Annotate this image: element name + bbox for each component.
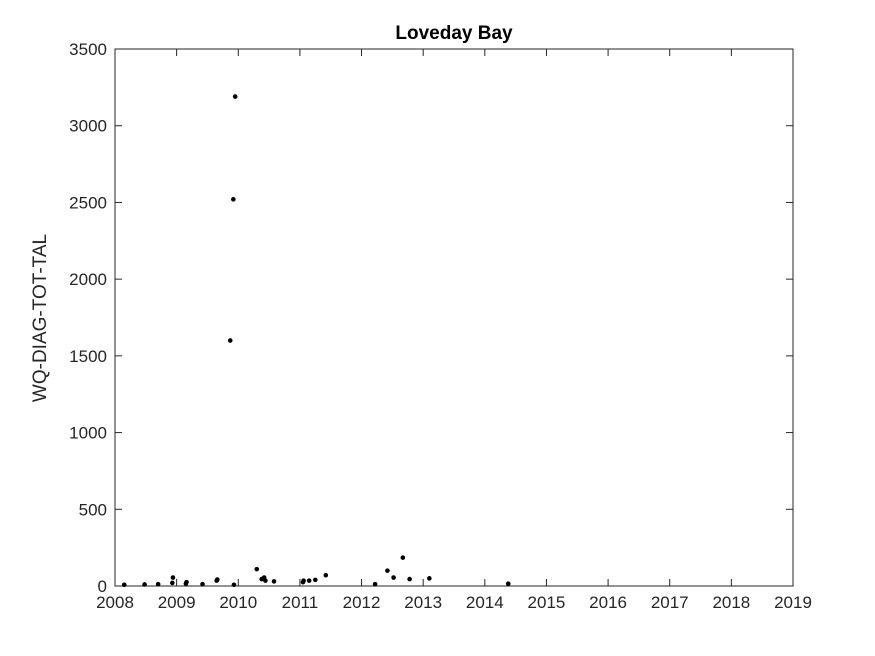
data-point [184,579,189,585]
data-point [400,555,406,560]
data-point [313,577,318,583]
data-point [427,576,432,581]
x-tick-label: 2008 [96,593,134,612]
y-tick-label: 0 [98,577,107,596]
data-points [121,94,511,588]
x-axis: 2008 2009 2010 2011 2012 2013 2014 2015 2016 2017… [96,49,812,612]
x-tick-label: 2017 [651,593,689,612]
data-point [323,572,329,578]
data-point [121,582,127,588]
x-tick-label: 2016 [589,593,627,612]
x-tick-label: 2018 [712,593,750,612]
plot-area [114,48,794,587]
data-point [170,580,175,586]
data-point [385,568,390,573]
y-tick-label: 3500 [69,40,107,59]
y-axis: 0 500 1000 1500 2000 2500 3000 3500 [69,40,793,596]
y-tick-label: 3000 [69,117,107,136]
data-point [254,566,260,572]
y-tick-label: 500 [79,500,107,519]
y-tick-label: 1500 [69,347,107,366]
y-tick-label: 2000 [69,270,107,289]
y-axis-title: WQ-DIAG-TOT-TAL [30,234,51,402]
data-point [505,581,511,586]
x-tick-label: 2015 [528,593,566,612]
x-tick-label: 2013 [404,593,442,612]
data-point [200,581,205,587]
y-tick-label: 1000 [69,424,107,443]
x-tick-label: 2010 [219,593,257,612]
data-point [391,575,396,580]
data-point [301,578,306,583]
data-point [232,94,238,99]
data-point [263,578,268,583]
data-point [306,578,312,583]
data-point [271,579,277,584]
data-point [155,581,161,587]
data-point [170,575,176,580]
x-tick-label: 2011 [282,593,319,612]
x-tick-label: 2012 [343,593,381,612]
chart-title: Loveday Bay [395,23,513,44]
x-tick-label: 2009 [158,593,196,612]
data-point [372,581,378,587]
data-point [231,582,237,588]
data-point [142,582,147,587]
x-tick-label: 2019 [774,593,812,612]
data-point [215,577,220,582]
y-tick-label: 2500 [69,193,107,212]
data-point [231,197,236,202]
data-point [227,338,233,343]
x-tick-label: 2014 [466,593,504,612]
data-point [407,576,412,582]
